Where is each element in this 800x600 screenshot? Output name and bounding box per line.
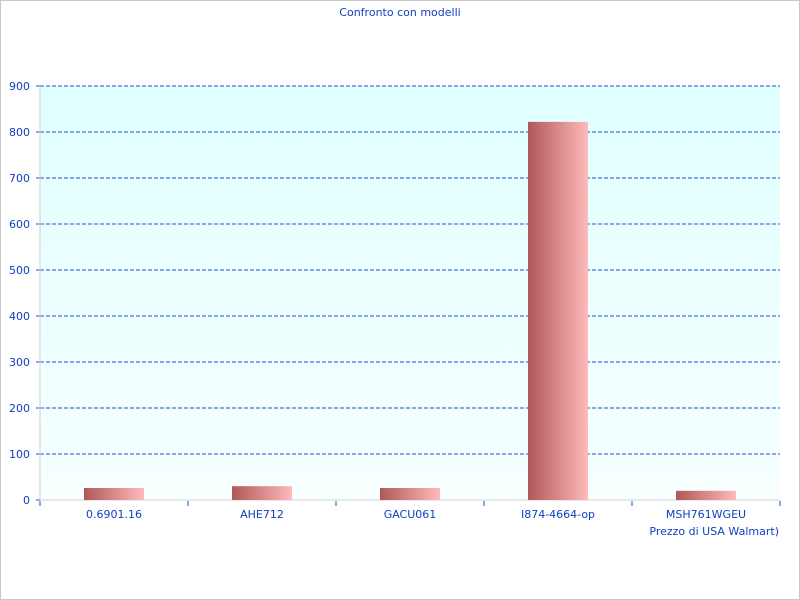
x-tick-label: GACU061 <box>384 508 437 521</box>
x-tick-label: MSH761WGEU <box>666 508 746 521</box>
y-tick-label: 400 <box>9 310 30 323</box>
x-tick-label: 0.6901.16 <box>86 508 142 521</box>
y-tick-label: 100 <box>9 448 30 461</box>
bar <box>676 490 736 500</box>
bar <box>232 486 292 500</box>
y-tick-label: 200 <box>9 402 30 415</box>
plot-background <box>40 86 780 500</box>
x-axis-label: Prezzo di USA Walmart) <box>649 525 779 538</box>
bar <box>84 488 144 500</box>
chart-title: Confronto con modelli <box>339 6 460 19</box>
y-tick-label: 600 <box>9 218 30 231</box>
y-tick-label: 500 <box>9 264 30 277</box>
y-tick-label: 900 <box>9 80 30 93</box>
x-tick-label: AHE712 <box>240 508 284 521</box>
bar <box>528 121 588 500</box>
bar <box>380 488 440 500</box>
x-tick-label: I874-4664-op <box>521 508 595 521</box>
y-tick-label: 700 <box>9 172 30 185</box>
y-tick-label: 800 <box>9 126 30 139</box>
y-tick-label: 0 <box>23 494 30 507</box>
y-tick-label: 300 <box>9 356 30 369</box>
